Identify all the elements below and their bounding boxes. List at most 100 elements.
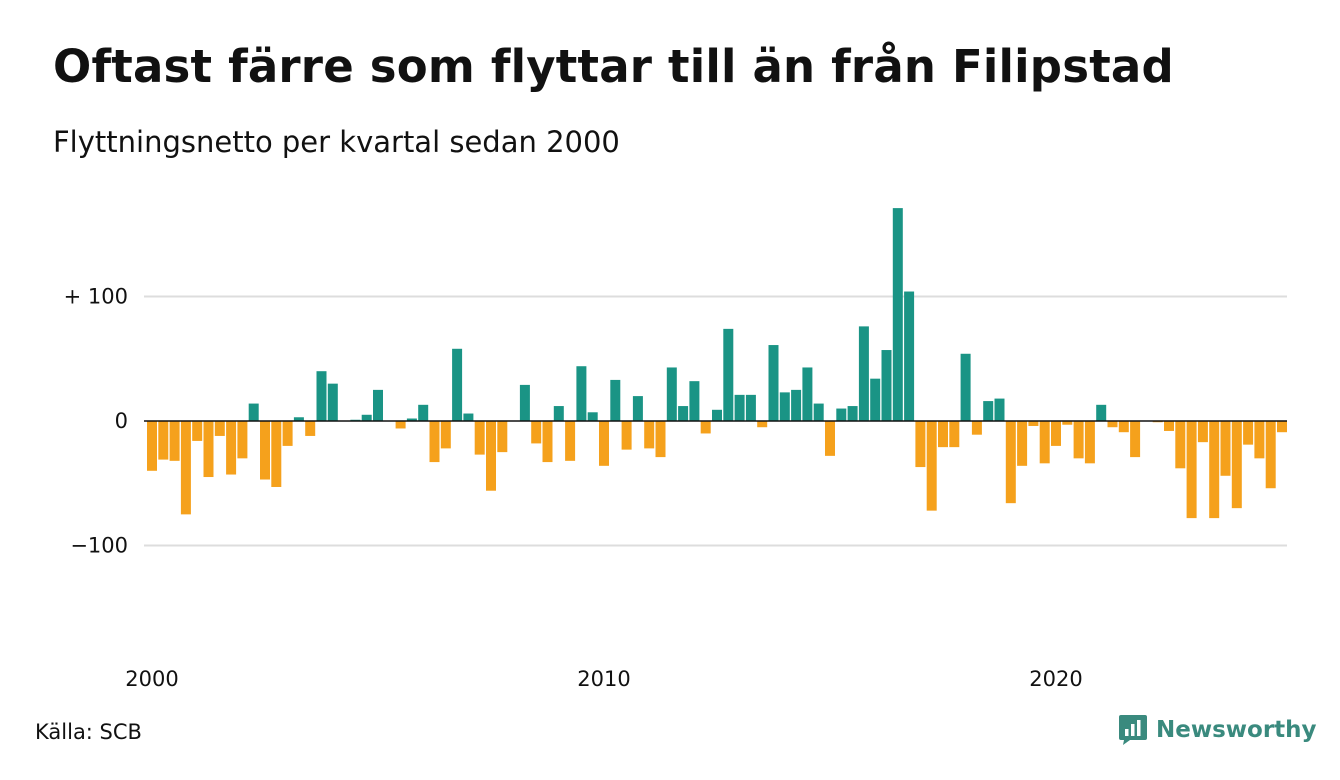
bar: [1220, 421, 1231, 476]
bar: [610, 379, 621, 421]
bar: [1130, 421, 1141, 458]
bar: [248, 403, 259, 421]
axis-labels: + 100 0 −100 2000 2010 2020: [64, 285, 1287, 691]
bar: [1096, 404, 1107, 421]
bar: [452, 348, 463, 421]
bar: [158, 421, 169, 460]
y-tick-label: 0: [115, 409, 128, 433]
bar: [1028, 421, 1039, 426]
grid-lines: [144, 295, 1287, 547]
brand-logo: Newsworthy: [1118, 712, 1317, 748]
bar: [327, 383, 338, 421]
bar: [813, 403, 824, 421]
chart-title: Oftast färre som flyttar till än från Fi…: [53, 40, 1174, 93]
x-tick-label: 2010: [577, 667, 630, 691]
bar: [361, 414, 372, 421]
bar: [644, 421, 655, 449]
chart-subtitle: Flyttningsnetto per kvartal sedan 2000: [53, 125, 620, 159]
bar: [1277, 421, 1287, 433]
bar: [632, 396, 643, 421]
bars: [147, 208, 1287, 519]
bar: [226, 421, 237, 475]
bar: [237, 421, 248, 459]
y-tick-label: −100: [70, 534, 128, 558]
bar: [745, 394, 756, 421]
bar: [904, 291, 915, 421]
bar: [983, 401, 994, 421]
bar: [881, 350, 892, 421]
bar: [497, 421, 508, 453]
bar: [474, 421, 485, 455]
bar: [960, 353, 971, 421]
bar: [282, 421, 293, 446]
bar: [587, 412, 598, 421]
bar: [271, 421, 282, 487]
bar: [406, 418, 417, 421]
bar: [169, 421, 180, 461]
bar: [531, 421, 542, 444]
bar: [192, 421, 203, 441]
bar: [1175, 421, 1186, 469]
bar: [316, 371, 327, 421]
bar: [305, 421, 316, 436]
bar: [1084, 421, 1095, 464]
bar: [1107, 421, 1118, 428]
bar: [260, 421, 270, 480]
bar: [802, 367, 813, 421]
bar: [700, 421, 711, 434]
bar: [1051, 421, 1061, 446]
bar: [678, 406, 689, 421]
bar: [180, 421, 191, 515]
bar: [293, 417, 304, 421]
bar: [373, 389, 383, 421]
bar: [836, 408, 847, 421]
bar: [938, 421, 948, 448]
bar: [621, 421, 632, 450]
bar: [1209, 421, 1220, 519]
bar: [203, 421, 214, 478]
bar: [655, 421, 666, 458]
x-tick-label: 2020: [1029, 667, 1082, 691]
bar: [440, 421, 451, 449]
bar: [463, 413, 474, 421]
bar: [971, 421, 982, 435]
bar: [1164, 421, 1174, 431]
bar: [486, 421, 496, 491]
bar: [1039, 421, 1050, 464]
source-note: Källa: SCB: [35, 720, 142, 744]
bar: [768, 345, 779, 421]
bar: [565, 421, 576, 461]
bar: [915, 421, 926, 468]
bar: [734, 394, 745, 421]
bar: [712, 409, 722, 421]
bar: [1017, 421, 1028, 466]
bar: [1254, 421, 1265, 459]
bar: [757, 421, 768, 428]
bar: [791, 389, 802, 421]
bar: [429, 421, 440, 463]
bar: [1005, 421, 1016, 504]
bar: [1073, 421, 1084, 459]
bar: [1265, 421, 1276, 489]
bar: [949, 421, 960, 448]
bar: [542, 421, 553, 463]
bar: [779, 392, 790, 421]
bar: [1186, 421, 1197, 519]
bar: [689, 381, 700, 421]
bar: [214, 421, 225, 436]
newsworthy-chart-icon: [1119, 715, 1147, 745]
bar: [1231, 421, 1242, 509]
bar: [723, 328, 734, 421]
bar: [395, 421, 406, 429]
bar: [1062, 421, 1073, 425]
bar: [666, 367, 677, 421]
bar: [825, 421, 835, 456]
bar: [847, 406, 858, 421]
bar: [1243, 421, 1254, 445]
bar: [858, 326, 869, 421]
bar: [1197, 421, 1208, 443]
bar: [870, 378, 881, 421]
y-tick-label: + 100: [64, 285, 128, 309]
bar: [519, 384, 530, 421]
